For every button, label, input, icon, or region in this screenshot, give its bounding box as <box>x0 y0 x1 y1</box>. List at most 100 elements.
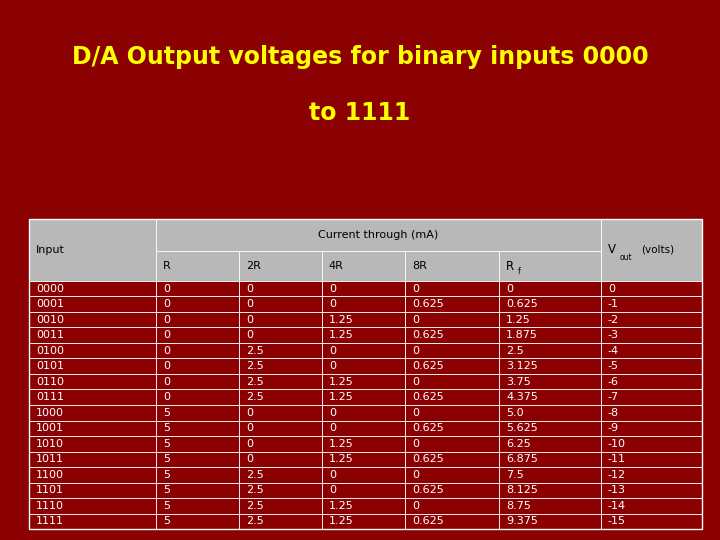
Text: 0: 0 <box>163 377 170 387</box>
Text: 1.25: 1.25 <box>329 377 354 387</box>
Text: V: V <box>608 243 616 256</box>
Text: 0111: 0111 <box>36 392 64 402</box>
Text: 0: 0 <box>412 408 419 418</box>
Text: 1110: 1110 <box>36 501 64 511</box>
Text: -12: -12 <box>608 470 626 480</box>
Text: -4: -4 <box>608 346 619 356</box>
Text: 0001: 0001 <box>36 299 64 309</box>
Text: R: R <box>506 260 515 273</box>
Text: 0: 0 <box>246 408 253 418</box>
Text: R: R <box>163 261 171 271</box>
Text: 0.625: 0.625 <box>412 423 444 433</box>
Text: 0: 0 <box>329 423 336 433</box>
Text: 0: 0 <box>608 284 615 294</box>
Text: 0: 0 <box>163 361 170 371</box>
Text: 2.5: 2.5 <box>506 346 524 356</box>
Text: -9: -9 <box>608 423 619 433</box>
Text: 0.625: 0.625 <box>412 299 444 309</box>
Text: 0: 0 <box>412 315 419 325</box>
Text: 0: 0 <box>329 299 336 309</box>
Text: -15: -15 <box>608 516 626 526</box>
Text: 1000: 1000 <box>36 408 64 418</box>
Text: 5: 5 <box>163 439 170 449</box>
Text: 0: 0 <box>506 284 513 294</box>
Text: 0: 0 <box>246 439 253 449</box>
Text: 9.375: 9.375 <box>506 516 538 526</box>
Text: 2.5: 2.5 <box>246 516 264 526</box>
Text: 4.375: 4.375 <box>506 392 538 402</box>
Text: 0: 0 <box>412 377 419 387</box>
Text: 8.125: 8.125 <box>506 485 538 495</box>
Text: 5.625: 5.625 <box>506 423 538 433</box>
Text: 1.25: 1.25 <box>506 315 531 325</box>
Text: 8R: 8R <box>412 261 427 271</box>
Text: -5: -5 <box>608 361 618 371</box>
Text: 5: 5 <box>163 501 170 511</box>
Text: 0: 0 <box>163 346 170 356</box>
Text: Input: Input <box>36 245 65 255</box>
Text: out: out <box>620 253 633 262</box>
Text: 0: 0 <box>329 485 336 495</box>
Text: 0: 0 <box>329 346 336 356</box>
Text: 0: 0 <box>412 346 419 356</box>
Text: 0000: 0000 <box>36 284 64 294</box>
Text: 1.25: 1.25 <box>329 439 354 449</box>
Text: 2.5: 2.5 <box>246 346 264 356</box>
Text: 2.5: 2.5 <box>246 470 264 480</box>
Text: 1.25: 1.25 <box>329 454 354 464</box>
Text: 0.625: 0.625 <box>506 299 538 309</box>
Text: 1.25: 1.25 <box>329 315 354 325</box>
Text: 2.5: 2.5 <box>246 361 264 371</box>
Text: f: f <box>518 267 521 276</box>
Text: 1010: 1010 <box>36 439 64 449</box>
Text: -11: -11 <box>608 454 626 464</box>
Text: 3.75: 3.75 <box>506 377 531 387</box>
Text: 0101: 0101 <box>36 361 64 371</box>
Text: 1.25: 1.25 <box>329 330 354 340</box>
Text: 0.625: 0.625 <box>412 516 444 526</box>
Text: 6.875: 6.875 <box>506 454 538 464</box>
Text: 0: 0 <box>246 315 253 325</box>
Text: 0: 0 <box>163 392 170 402</box>
Text: 8.75: 8.75 <box>506 501 531 511</box>
Text: 0100: 0100 <box>36 346 64 356</box>
Text: -6: -6 <box>608 377 618 387</box>
Text: 5.0: 5.0 <box>506 408 524 418</box>
Text: 0: 0 <box>329 361 336 371</box>
Text: 0: 0 <box>163 299 170 309</box>
Text: 1.25: 1.25 <box>329 392 354 402</box>
Text: 1.25: 1.25 <box>329 501 354 511</box>
Text: 0: 0 <box>163 284 170 294</box>
Text: 0: 0 <box>329 470 336 480</box>
Text: 4R: 4R <box>329 261 343 271</box>
Text: 0: 0 <box>329 408 336 418</box>
Text: 1001: 1001 <box>36 423 64 433</box>
Text: 1.25: 1.25 <box>329 516 354 526</box>
Text: -8: -8 <box>608 408 619 418</box>
Text: 0: 0 <box>329 284 336 294</box>
Text: 0: 0 <box>412 501 419 511</box>
Text: 0.625: 0.625 <box>412 361 444 371</box>
Text: 0: 0 <box>246 299 253 309</box>
Text: 5: 5 <box>163 470 170 480</box>
Text: -13: -13 <box>608 485 626 495</box>
Text: 0: 0 <box>163 315 170 325</box>
Text: 6.25: 6.25 <box>506 439 531 449</box>
Text: (volts): (volts) <box>641 245 674 255</box>
Text: 5: 5 <box>163 408 170 418</box>
Text: 0.625: 0.625 <box>412 485 444 495</box>
Text: 2.5: 2.5 <box>246 501 264 511</box>
Text: 5: 5 <box>163 454 170 464</box>
Text: 0: 0 <box>412 439 419 449</box>
Text: -1: -1 <box>608 299 618 309</box>
Text: 0: 0 <box>412 284 419 294</box>
Text: 0: 0 <box>412 470 419 480</box>
Text: 0: 0 <box>246 454 253 464</box>
Text: 2.5: 2.5 <box>246 392 264 402</box>
Text: 1101: 1101 <box>36 485 64 495</box>
Text: 0: 0 <box>246 284 253 294</box>
Text: 0.625: 0.625 <box>412 330 444 340</box>
Text: 0010: 0010 <box>36 315 64 325</box>
Text: D/A Output voltages for binary inputs 0000: D/A Output voltages for binary inputs 00… <box>72 45 648 69</box>
Text: 0011: 0011 <box>36 330 64 340</box>
